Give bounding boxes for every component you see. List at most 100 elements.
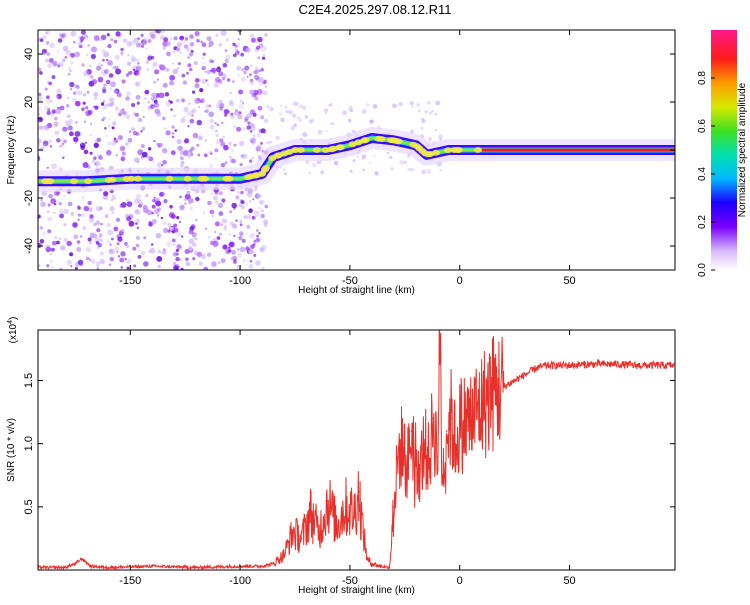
noise-point <box>373 155 376 158</box>
noise-point <box>63 139 67 143</box>
noise-point <box>210 59 215 63</box>
noise-point <box>228 246 231 249</box>
noise-point <box>179 38 186 45</box>
noise-point <box>180 156 184 161</box>
noise-point <box>253 74 260 81</box>
noise-point <box>191 108 197 113</box>
noise-point <box>162 40 169 47</box>
snr-point <box>362 531 364 533</box>
colorbar-tick-label: 0.2 <box>697 215 708 229</box>
noise-point <box>72 222 78 228</box>
noise-point <box>133 264 137 268</box>
noise-point <box>242 153 248 160</box>
noise-point <box>214 122 217 125</box>
noise-point <box>188 67 193 72</box>
noise-point <box>114 106 119 111</box>
noise-point <box>120 51 124 55</box>
noise-point <box>267 141 271 145</box>
noise-point <box>172 50 176 54</box>
noise-point <box>62 126 68 132</box>
noise-point <box>255 146 261 152</box>
noise-point <box>63 238 68 242</box>
snr-point <box>423 442 426 445</box>
noise-point <box>80 36 85 41</box>
noise-point <box>208 40 214 47</box>
noise-point <box>119 203 124 208</box>
noise-point <box>416 103 420 107</box>
noise-point <box>58 61 64 68</box>
noise-point <box>97 76 104 83</box>
noise-point <box>125 213 129 218</box>
noise-point <box>126 41 132 47</box>
snr-series-line <box>38 330 675 570</box>
noise-point <box>46 52 51 56</box>
noise-point <box>249 78 254 83</box>
noise-point <box>180 118 186 123</box>
noise-point <box>59 144 63 148</box>
noise-point <box>209 69 212 72</box>
noise-point <box>118 135 123 140</box>
noise-point <box>139 203 144 208</box>
y-multiplier-label: (x104) <box>7 317 19 344</box>
noise-point <box>143 261 149 267</box>
noise-point <box>104 214 109 219</box>
noise-point <box>141 155 144 159</box>
noise-point <box>105 79 111 85</box>
noise-point <box>290 125 296 131</box>
noise-point <box>159 30 166 34</box>
noise-point <box>46 264 50 267</box>
noise-point <box>233 125 237 128</box>
noise-point <box>134 157 140 163</box>
noise-point <box>55 95 59 99</box>
noise-point <box>56 240 60 245</box>
noise-point <box>138 203 142 208</box>
noise-point <box>426 169 432 174</box>
noise-point <box>194 83 200 89</box>
y-tick-label: -40 <box>23 238 35 254</box>
noise-point <box>235 195 240 200</box>
noise-point <box>159 142 164 147</box>
noise-point <box>140 44 145 48</box>
noise-point <box>78 42 82 47</box>
noise-point <box>175 248 179 252</box>
noise-point <box>125 244 130 248</box>
noise-point <box>250 34 254 38</box>
noise-point <box>111 237 114 241</box>
noise-point <box>260 45 267 52</box>
snr-point <box>524 373 527 376</box>
noise-point <box>232 42 236 46</box>
noise-point <box>137 62 140 65</box>
snr-point <box>283 554 285 556</box>
noise-point <box>97 243 103 248</box>
noise-point <box>211 214 214 218</box>
noise-point <box>48 58 54 63</box>
noise-point <box>115 55 120 60</box>
noise-point <box>237 114 243 120</box>
noise-point <box>215 200 219 204</box>
noise-point <box>157 162 163 168</box>
noise-point <box>106 59 109 61</box>
ridge-blob <box>444 147 452 154</box>
noise-point <box>264 132 267 135</box>
noise-point <box>251 137 256 142</box>
noise-point <box>192 90 196 94</box>
noise-point <box>121 151 126 156</box>
noise-point <box>302 105 307 110</box>
noise-point <box>111 211 114 214</box>
noise-point <box>107 124 112 128</box>
noise-point <box>102 58 105 62</box>
noise-point <box>189 118 195 124</box>
noise-point <box>85 106 89 110</box>
noise-point <box>249 130 253 133</box>
noise-point <box>67 201 73 207</box>
noise-point <box>240 205 245 210</box>
noise-point <box>247 189 253 195</box>
noise-point <box>257 56 261 60</box>
noise-point <box>40 125 45 130</box>
noise-point <box>253 253 257 257</box>
noise-point <box>137 200 143 206</box>
snr-plot <box>38 330 675 570</box>
noise-point <box>112 196 117 201</box>
noise-point <box>224 249 228 252</box>
noise-point <box>163 199 168 204</box>
